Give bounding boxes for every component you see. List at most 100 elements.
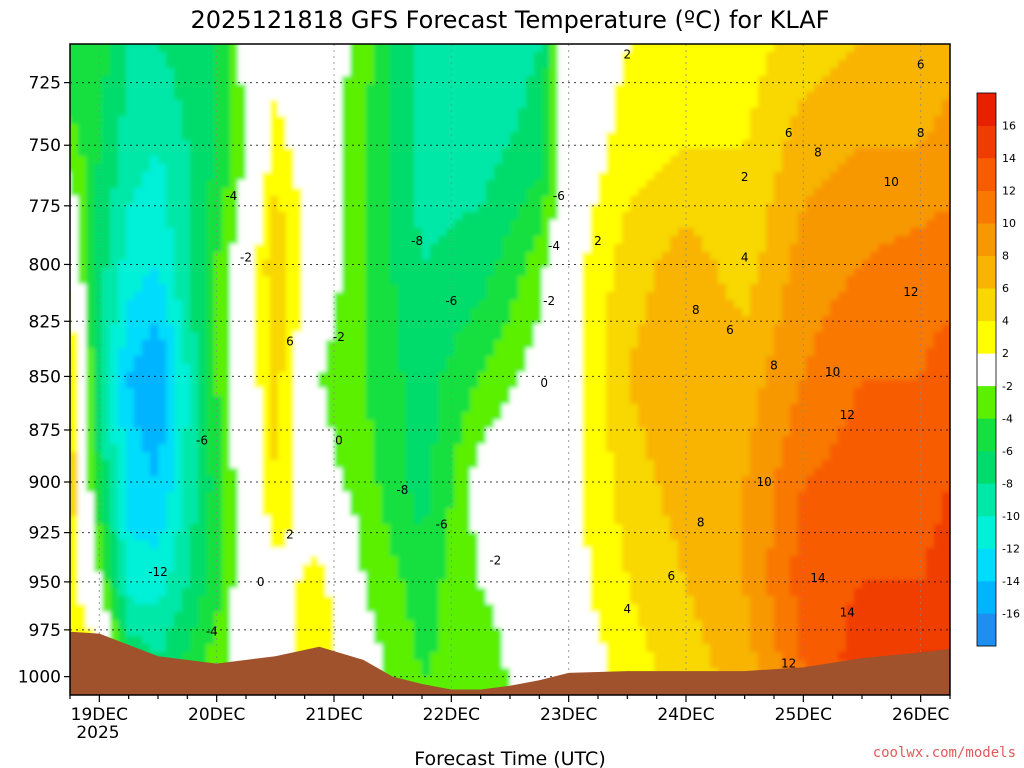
field-cell bbox=[366, 212, 375, 221]
field-cell bbox=[278, 580, 287, 589]
field-cell bbox=[158, 548, 167, 557]
field-cell bbox=[278, 340, 287, 349]
field-cell bbox=[390, 660, 399, 669]
field-cell bbox=[470, 276, 479, 285]
field-cell bbox=[262, 172, 271, 181]
field-cell bbox=[326, 436, 335, 445]
field-cell bbox=[142, 588, 151, 597]
field-cell bbox=[294, 628, 303, 637]
field-cell bbox=[478, 564, 487, 573]
field-cell bbox=[430, 404, 439, 413]
field-cell bbox=[150, 516, 159, 525]
field-cell bbox=[158, 340, 167, 349]
field-cell bbox=[398, 228, 407, 237]
field-cell bbox=[262, 444, 271, 453]
field-cell bbox=[430, 428, 439, 437]
field-cell bbox=[134, 364, 143, 373]
field-cell bbox=[126, 468, 135, 477]
field-cell bbox=[238, 204, 247, 213]
field-cell bbox=[246, 412, 255, 421]
field-cell bbox=[278, 204, 287, 213]
field-cell bbox=[118, 428, 127, 437]
field-cell bbox=[310, 364, 319, 373]
field-cell bbox=[142, 388, 151, 397]
field-cell bbox=[518, 596, 527, 605]
field-cell bbox=[78, 276, 87, 285]
field-cell bbox=[454, 572, 463, 581]
field-cell bbox=[518, 572, 527, 581]
field-cell bbox=[454, 68, 463, 77]
field-cell bbox=[526, 532, 535, 541]
field-cell bbox=[110, 588, 119, 597]
field-cell bbox=[334, 244, 343, 253]
field-cell bbox=[446, 348, 455, 357]
field-cell bbox=[486, 92, 495, 101]
field-cell bbox=[166, 396, 175, 405]
field-cell bbox=[462, 236, 471, 245]
field-cell bbox=[142, 92, 151, 101]
field-cell bbox=[222, 428, 231, 437]
field-cell bbox=[110, 284, 119, 293]
field-cell bbox=[534, 292, 543, 301]
field-cell bbox=[294, 116, 303, 125]
field-cell bbox=[190, 556, 199, 565]
field-cell bbox=[398, 260, 407, 269]
field-cell bbox=[86, 188, 95, 197]
field-cell bbox=[486, 212, 495, 221]
field-cell bbox=[350, 260, 359, 269]
field-cell bbox=[414, 444, 423, 453]
field-cell bbox=[214, 244, 223, 253]
field-cell bbox=[214, 220, 223, 229]
field-cell bbox=[342, 548, 351, 557]
field-cell bbox=[526, 68, 535, 77]
field-cell bbox=[294, 388, 303, 397]
field-cell bbox=[430, 108, 439, 117]
field-cell bbox=[142, 508, 151, 517]
field-cell bbox=[190, 468, 199, 477]
field-cell bbox=[70, 404, 79, 413]
field-cell bbox=[70, 476, 79, 485]
field-cell bbox=[390, 204, 399, 213]
field-cell bbox=[382, 572, 391, 581]
field-cell bbox=[358, 612, 367, 621]
field-cell bbox=[326, 444, 335, 453]
field-cell bbox=[214, 468, 223, 477]
field-cell bbox=[454, 412, 463, 421]
field-cell bbox=[118, 484, 127, 493]
field-cell bbox=[86, 420, 95, 429]
field-cell bbox=[334, 628, 343, 637]
field-cell bbox=[222, 556, 231, 565]
field-cell bbox=[166, 580, 175, 589]
field-cell bbox=[262, 132, 271, 141]
field-cell bbox=[286, 164, 295, 173]
field-cell bbox=[174, 252, 183, 261]
field-cell bbox=[334, 60, 343, 69]
field-cell bbox=[478, 636, 487, 645]
field-cell bbox=[142, 572, 151, 581]
field-cell bbox=[166, 532, 175, 541]
field-cell bbox=[382, 596, 391, 605]
field-cell bbox=[190, 420, 199, 429]
field-cell bbox=[502, 364, 511, 373]
field-cell bbox=[486, 188, 495, 197]
field-cell bbox=[86, 204, 95, 213]
field-cell bbox=[302, 260, 311, 269]
field-cell bbox=[470, 428, 479, 437]
field-cell bbox=[126, 76, 135, 85]
field-cell bbox=[374, 652, 383, 661]
field-cell bbox=[182, 652, 191, 661]
field-cell bbox=[86, 140, 95, 149]
field-cell bbox=[470, 108, 479, 117]
field-cell bbox=[374, 148, 383, 157]
field-cell bbox=[374, 508, 383, 517]
field-cell bbox=[198, 572, 207, 581]
field-cell bbox=[358, 44, 367, 53]
field-cell bbox=[214, 300, 223, 309]
field-cell bbox=[206, 140, 215, 149]
field-cell bbox=[454, 500, 463, 509]
field-cell bbox=[238, 548, 247, 557]
field-cell bbox=[334, 444, 343, 453]
field-cell bbox=[222, 356, 231, 365]
field-cell bbox=[70, 84, 79, 93]
field-cell bbox=[502, 652, 511, 661]
